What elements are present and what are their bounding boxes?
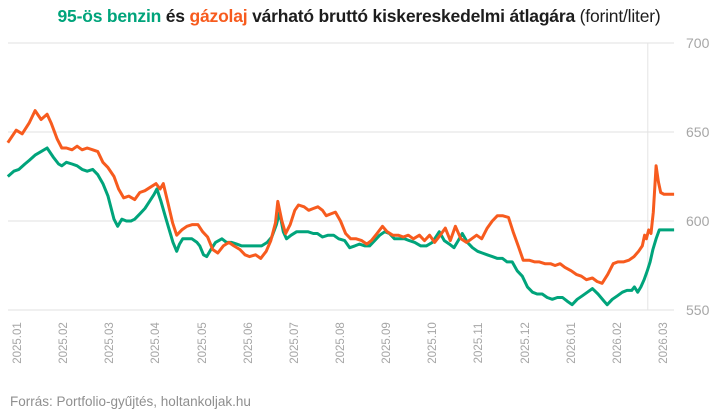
x-axis-label-2025.10: 2025.10 — [427, 322, 440, 364]
x-axis-label-2025.04: 2025.04 — [150, 322, 163, 364]
gazolaj-line — [6, 109, 675, 285]
y-axis-label-600: 600 — [686, 213, 710, 229]
title-benzin: 95-ös benzin — [57, 6, 162, 26]
x-axis-label-2025.01: 2025.01 — [12, 322, 24, 364]
x-axis-label-2026.02: 2026.02 — [611, 322, 624, 364]
title-and: és — [161, 6, 190, 26]
chart-title: 95-ös benzin és gázolaj várható bruttó k… — [0, 6, 718, 27]
x-axis-label-2025.05: 2025.05 — [196, 322, 209, 364]
source-footer: Forrás: Portfolio-gyűjtés, holtankoljak.… — [10, 394, 251, 409]
y-axis-label-700: 700 — [686, 35, 710, 51]
x-axis-label-2026.03: 2026.03 — [657, 322, 670, 364]
x-axis-label-2025.03: 2025.03 — [104, 322, 117, 364]
benzin-line — [6, 146, 675, 307]
x-axis-label-2025.02: 2025.02 — [58, 322, 71, 364]
y-axis-label-550: 550 — [686, 302, 710, 318]
x-axis-label-2025.09: 2025.09 — [381, 322, 394, 364]
x-axis-label-2025.06: 2025.06 — [242, 322, 255, 364]
x-axis-label-2025.07: 2025.07 — [288, 322, 301, 364]
y-axis-label-650: 650 — [686, 124, 710, 140]
title-gazolaj: gázolaj — [189, 6, 248, 26]
x-axis-label-2025.12: 2025.12 — [519, 322, 532, 364]
x-axis-label-2025.08: 2025.08 — [334, 322, 347, 364]
title-unit: (forint/liter) — [579, 6, 661, 26]
x-axis-label-2025.11: 2025.11 — [473, 322, 486, 364]
title-rest: várható bruttó kiskereskedelmi átlagára — [247, 6, 580, 26]
x-axis-label-2026.01: 2026.01 — [565, 322, 578, 364]
